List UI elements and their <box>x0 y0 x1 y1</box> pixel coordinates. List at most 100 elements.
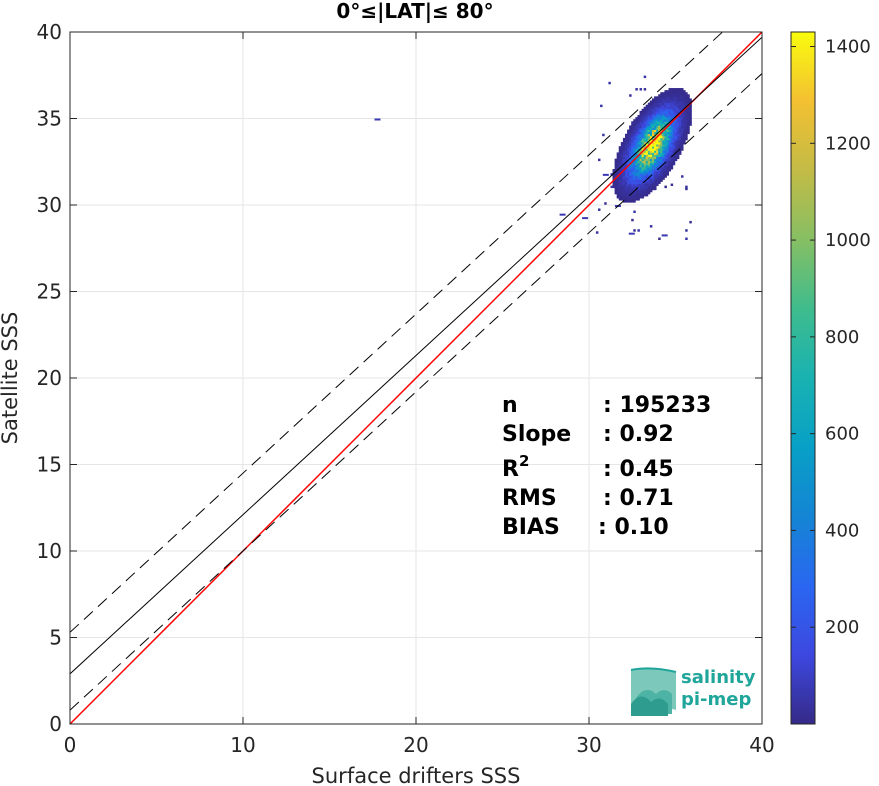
stat-rms-label: RMS <box>502 486 557 511</box>
density-cell <box>622 175 626 178</box>
density-cell <box>629 146 632 149</box>
density-cell <box>627 179 630 182</box>
density-cell <box>637 144 640 147</box>
density-cell <box>683 92 686 95</box>
density-cell <box>629 94 632 97</box>
density-cell <box>670 123 674 126</box>
logo-line2: pi-mep <box>681 689 751 710</box>
density-cell <box>660 175 663 178</box>
y-tick-label: 15 <box>37 453 62 477</box>
density-cell <box>656 148 659 151</box>
density-cell <box>660 158 663 162</box>
density-cell <box>643 123 647 126</box>
density-cell <box>656 112 659 116</box>
density-cell <box>639 166 642 170</box>
density-cell <box>631 198 634 201</box>
density-cell <box>658 104 661 108</box>
density-cell <box>643 139 647 143</box>
density-cell <box>631 152 634 155</box>
density-cell <box>637 137 640 141</box>
density-cell <box>631 189 634 193</box>
density-cell <box>620 187 624 191</box>
density-cell <box>633 171 636 174</box>
density-cell <box>654 175 657 178</box>
density-cell <box>637 123 640 126</box>
density-cell <box>689 98 692 101</box>
density-cell <box>651 171 655 174</box>
density-cell <box>662 142 665 145</box>
density-cell <box>668 110 672 114</box>
density-cell <box>633 175 636 178</box>
density-cell <box>649 139 653 143</box>
density-cell <box>641 193 645 197</box>
density-cell <box>649 162 653 166</box>
density-cell <box>681 144 684 147</box>
density-cell <box>674 129 678 133</box>
density-cell <box>654 104 657 108</box>
density-cell <box>664 139 667 143</box>
density-cell <box>639 137 642 141</box>
density-cell <box>627 152 630 155</box>
density-cell <box>678 100 682 103</box>
density-cell <box>676 133 680 137</box>
density-cell <box>664 144 667 147</box>
density-cell <box>641 179 645 182</box>
density-cell <box>643 119 647 122</box>
density-cell <box>631 123 634 126</box>
density-cell <box>649 131 653 135</box>
density-cell <box>656 181 659 184</box>
density-cell <box>658 106 661 110</box>
density-cell <box>676 110 680 114</box>
density-cell <box>639 179 642 182</box>
density-cell <box>651 158 655 162</box>
density-cell <box>683 90 686 93</box>
density-cell <box>643 131 647 135</box>
density-cell <box>676 108 680 112</box>
density-cell <box>627 150 630 153</box>
density-cell <box>631 129 634 133</box>
density-cell <box>674 135 678 139</box>
density-cell <box>645 152 649 155</box>
density-cell <box>676 131 680 135</box>
density-cell <box>651 129 655 133</box>
density-cell <box>672 162 676 166</box>
density-cell <box>618 189 622 193</box>
density-cell <box>624 146 628 149</box>
density-cell <box>635 162 638 166</box>
density-cell <box>683 131 686 135</box>
density-cell <box>666 112 669 116</box>
density-cell <box>681 146 684 149</box>
density-cell <box>670 125 674 128</box>
density-cell <box>685 137 688 141</box>
density-cell <box>649 133 653 137</box>
density-cell <box>643 173 647 176</box>
density-cell <box>666 173 669 176</box>
density-cell <box>631 150 634 153</box>
density-cell <box>647 152 651 155</box>
density-cell <box>681 117 684 120</box>
density-cell <box>629 171 632 174</box>
density-cell <box>689 100 692 103</box>
density-cell <box>660 123 663 126</box>
density-cell <box>639 150 642 153</box>
density-cell <box>658 173 661 176</box>
density-cell <box>678 94 682 97</box>
density-cell <box>662 156 665 160</box>
density-cell <box>629 131 632 135</box>
density-cell <box>651 187 655 191</box>
density-cell <box>633 135 636 139</box>
density-cell <box>627 200 630 203</box>
density-cell <box>681 142 684 145</box>
density-cell <box>612 185 616 189</box>
density-cell <box>616 156 620 160</box>
density-cell <box>631 158 634 162</box>
density-cell <box>622 156 626 160</box>
density-cell <box>647 160 651 164</box>
density-cell <box>662 160 665 164</box>
density-cell <box>633 181 636 184</box>
density-cell <box>639 123 642 126</box>
density-cell <box>647 179 651 182</box>
density-cell <box>631 162 634 166</box>
density-cell <box>643 106 647 110</box>
density-cell <box>662 127 665 130</box>
